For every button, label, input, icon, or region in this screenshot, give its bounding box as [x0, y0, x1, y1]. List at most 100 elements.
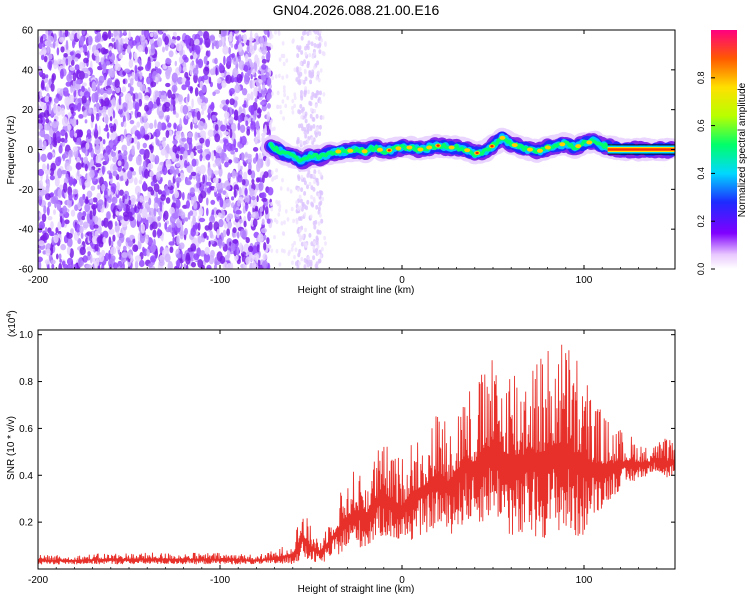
- heatmap-cell: [164, 36, 170, 45]
- heatmap-cell: [302, 177, 306, 183]
- heatmap-cell: [315, 114, 319, 119]
- heatmap-cell: [315, 76, 319, 81]
- colorbar-label: Normalized spectral amplitude: [737, 82, 748, 217]
- heatmap-cell: [214, 257, 218, 266]
- heatmap-cell: [110, 33, 114, 38]
- heatmap-ytick-label: -20: [19, 185, 34, 196]
- heatmap-cell: [230, 243, 236, 252]
- heatmap-cell: [302, 111, 305, 117]
- heatmap-cell: [184, 143, 188, 152]
- heatmap-cell: [208, 221, 213, 231]
- heatmap-cell: [291, 110, 295, 115]
- heatmap-cell: [132, 93, 136, 102]
- heatmap-cell: [280, 248, 284, 253]
- heatmap-cell: [50, 110, 54, 117]
- heatmap-cell: [85, 142, 90, 150]
- heatmap-cell: [179, 50, 183, 56]
- heatmap-cell: [129, 234, 135, 240]
- heatmap-cell: [94, 144, 101, 155]
- heatmap-cell: [302, 31, 305, 36]
- heatmap-cell: [313, 224, 317, 230]
- heatmap-cell: [126, 113, 130, 121]
- heatmap-cell: [38, 119, 43, 124]
- heatmap-cell: [91, 203, 97, 210]
- heatmap-cell: [234, 43, 238, 50]
- heatmap-cell: [51, 121, 59, 129]
- heatmap-cell: [45, 118, 50, 124]
- heatmap-cell: [173, 169, 177, 179]
- heatmap-cell: [152, 229, 157, 238]
- heatmap-cell: [289, 189, 293, 194]
- heatmap-cell: [310, 194, 313, 200]
- heatmap-cell: [185, 254, 191, 265]
- snr-ytick-label: 0.6: [19, 424, 33, 435]
- heatmap-cell: [219, 62, 223, 71]
- heatmap-cell: [56, 47, 60, 56]
- heatmap-cell: [244, 187, 248, 197]
- heatmap-cell: [93, 49, 100, 57]
- heatmap-cell: [165, 130, 170, 138]
- heatmap-ytick-label: 60: [22, 26, 34, 37]
- heatmap-cell: [298, 261, 301, 266]
- heatmap-cell: [39, 36, 44, 45]
- heatmap-cell: [232, 239, 239, 245]
- heatmap-cell: [130, 111, 134, 115]
- heatmap-cell: [131, 170, 137, 176]
- heatmap-cell: [216, 78, 222, 84]
- heatmap-cell: [296, 70, 300, 76]
- heatmap-cell: [281, 231, 285, 236]
- heatmap-cell: [162, 137, 167, 142]
- heatmap-cell: [159, 145, 163, 150]
- heatmap-cell: [164, 44, 169, 52]
- heatmap-cell: [270, 248, 274, 253]
- heatmap-cell: [169, 207, 176, 215]
- heatmap-cell: [261, 197, 268, 202]
- heatmap-cell: [292, 218, 295, 224]
- heatmap-cell: [312, 124, 316, 129]
- heatmap-cell: [306, 60, 310, 66]
- heatmap-cell: [82, 147, 87, 154]
- heatmap-cell: [82, 211, 87, 217]
- heatmap-cell: [174, 266, 178, 269]
- heatmap-cell: [221, 80, 227, 88]
- heatmap-cell: [239, 136, 243, 145]
- heatmap-cell: [166, 143, 170, 154]
- heatmap-cell: [193, 116, 198, 124]
- heatmap-cell: [96, 192, 101, 200]
- heatmap-cell: [58, 37, 65, 43]
- heatmap-cell: [172, 110, 177, 115]
- heatmap-cell: [180, 224, 184, 233]
- heatmap-cell: [99, 87, 104, 96]
- heatmap-cell: [175, 99, 178, 104]
- heatmap-xtick-label: 100: [576, 275, 593, 286]
- ridge-hotspot: [544, 145, 551, 150]
- heatmap-cell: [131, 145, 135, 156]
- heatmap-cell: [238, 42, 242, 52]
- heatmap-cell: [222, 190, 227, 196]
- heatmap-cell: [79, 219, 83, 226]
- ridge-hotspot: [361, 149, 368, 154]
- heatmap-cell: [123, 30, 127, 35]
- heatmap-cell: [171, 152, 176, 162]
- heatmap-cell: [303, 68, 307, 74]
- heatmap-cell: [281, 41, 285, 46]
- snr-frame: [37, 329, 676, 570]
- heatmap-cell: [51, 74, 55, 84]
- heatmap-cell: [48, 136, 52, 145]
- heatmap-cell: [254, 137, 258, 145]
- heatmap-cell: [126, 134, 132, 144]
- heatmap-cell: [235, 209, 242, 215]
- heatmap-cell: [306, 173, 310, 178]
- heatmap-cell: [38, 131, 41, 137]
- heatmap-cell: [313, 65, 316, 70]
- heatmap-cell: [239, 124, 246, 133]
- heatmap-cell: [230, 122, 237, 132]
- heatmap-cell: [245, 237, 250, 244]
- heatmap-cell: [257, 57, 260, 67]
- heatmap-cell: [252, 211, 256, 218]
- heatmap-cell: [291, 39, 295, 44]
- heatmap-cell: [322, 92, 326, 97]
- heatmap-cell: [259, 101, 265, 106]
- heatmap-cell: [261, 218, 265, 226]
